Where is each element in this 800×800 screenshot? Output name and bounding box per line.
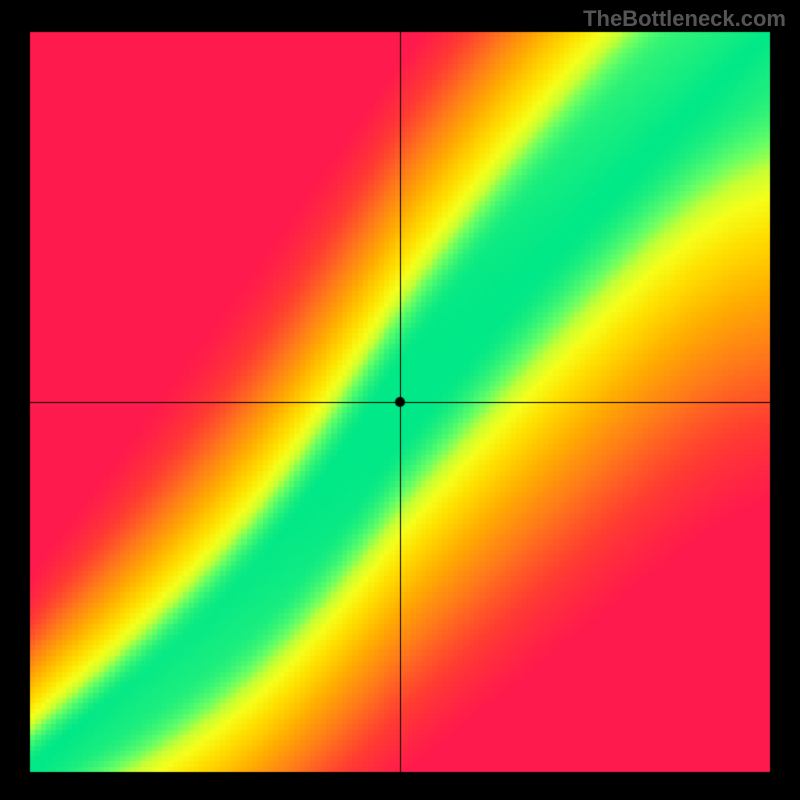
heatmap-canvas [0, 0, 800, 800]
chart-container: TheBottleneck.com [0, 0, 800, 800]
watermark-text: TheBottleneck.com [583, 6, 786, 32]
